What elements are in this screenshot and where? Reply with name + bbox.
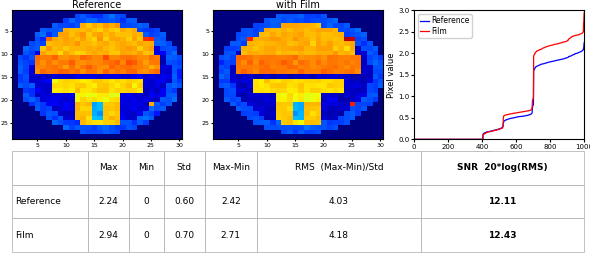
Y-axis label: Pixel value: Pixel value: [386, 52, 395, 98]
Reference: [485, 130, 492, 133]
Legend: Reference, Film: Reference, Film: [418, 14, 472, 38]
Film: [527, 108, 535, 112]
Title: Reference: Reference: [73, 0, 122, 10]
Film: [546, 44, 553, 47]
Reference: [479, 138, 486, 141]
Reference: [581, 41, 588, 44]
X-axis label: pixel number: pixel number: [471, 151, 527, 160]
Film: [428, 138, 435, 141]
Film: [479, 138, 486, 141]
Line: Reference: Reference: [414, 43, 584, 139]
Film: [485, 130, 492, 133]
Reference: [410, 138, 417, 141]
Title: with Film: with Film: [276, 0, 320, 10]
Reference: [543, 61, 550, 64]
Line: Film: Film: [414, 13, 584, 139]
Reference: [546, 60, 553, 63]
Film: [543, 45, 550, 48]
Reference: [428, 138, 435, 141]
Film: [410, 138, 417, 141]
Film: [581, 11, 588, 14]
Reference: [527, 113, 535, 116]
